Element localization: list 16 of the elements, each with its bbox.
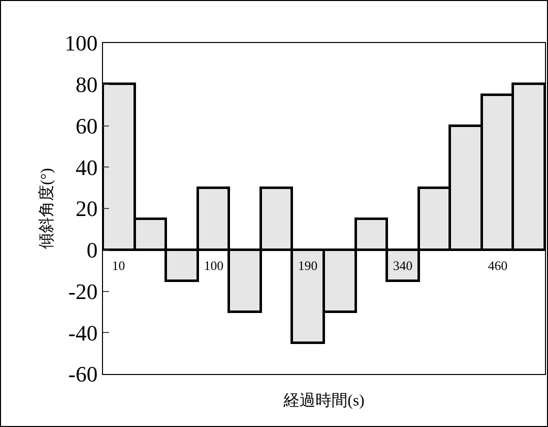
y-tick-label: -60 [68,362,98,387]
y-tick-label: 100 [64,30,98,56]
y-tick-label: 80 [76,72,98,98]
x-tick-label: 100 [204,258,224,273]
y-axis-title: 傾斜角度(°) [38,168,56,250]
y-tick-label: 60 [76,113,98,138]
y-tick-label: 0 [86,238,98,263]
x-tick-label: 340 [393,258,412,273]
x-tick-label: 460 [488,258,508,273]
y-tick-label: -20 [68,278,98,304]
y-tick-label: 40 [76,154,98,180]
x-axis-title: 経過時間(s) [282,392,364,410]
y-tick-label: 20 [76,196,98,222]
y-tick-label: -40 [68,320,98,346]
x-tick-label: 10 [112,258,125,273]
x-tick-label: 190 [298,258,318,273]
